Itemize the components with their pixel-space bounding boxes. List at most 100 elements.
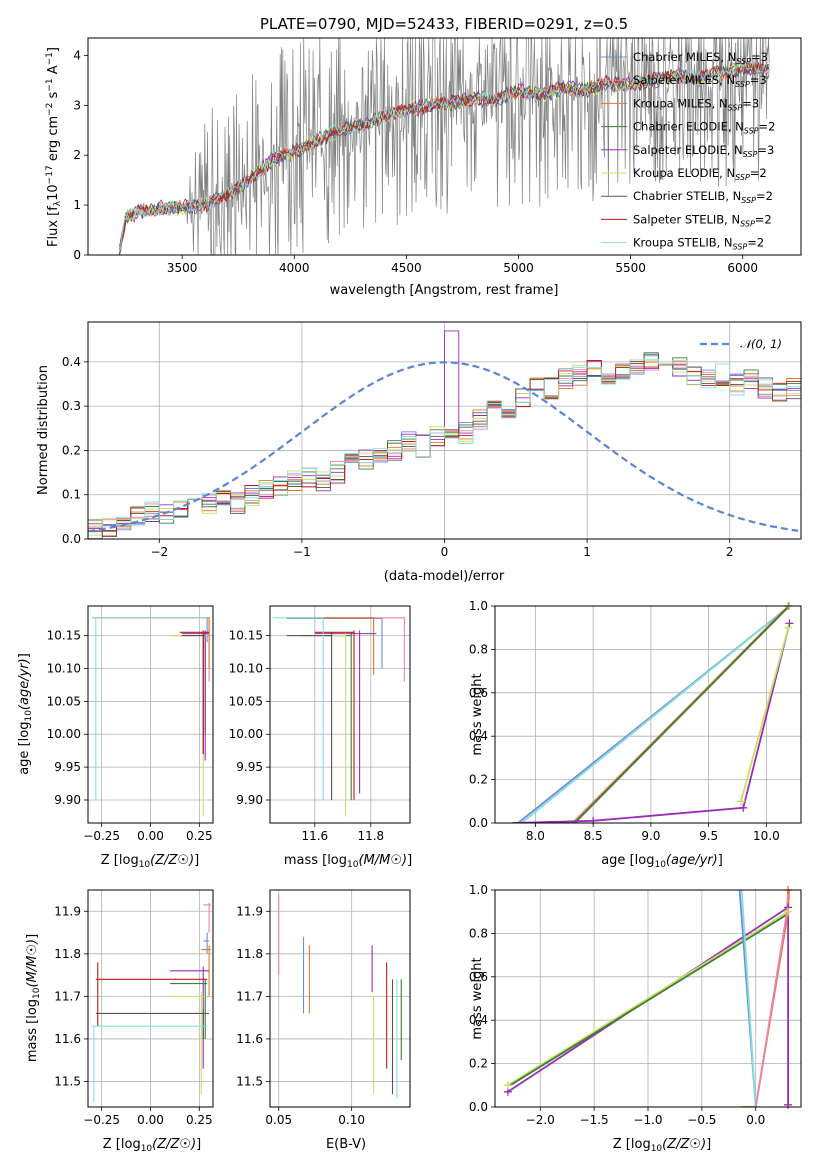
cumline-kroupa_elodie bbox=[740, 627, 790, 802]
hist-step-chabrier_stelib bbox=[88, 352, 801, 538]
age-z-x-label: Z [log10(Z/Z☉)] bbox=[101, 853, 199, 870]
x-tick-label: 10.0 bbox=[753, 829, 780, 843]
legend-label: Salpeter MILES, NSSP=3 bbox=[633, 73, 767, 89]
normal-legend-label: 𝒩(0, 1) bbox=[740, 337, 782, 351]
legend-label: Chabrier MILES, NSSP=3 bbox=[633, 50, 768, 66]
y-tick-label: 1.0 bbox=[469, 599, 488, 613]
hist-step-salpeter_miles bbox=[88, 361, 801, 529]
x-tick-label: 0.0 bbox=[746, 1113, 765, 1127]
mass-ebv-frame bbox=[269, 889, 411, 1108]
cumline-chabrier_elodie bbox=[574, 607, 788, 823]
y-tick-label: 0.0 bbox=[62, 532, 81, 546]
y-tick-label: 11.9 bbox=[54, 904, 81, 918]
y-tick-label: 0.2 bbox=[62, 443, 81, 457]
mass-z-y-label: mass [log10(M/M☉)] bbox=[25, 934, 42, 1062]
cumline-kroupa_stelib bbox=[740, 890, 757, 1107]
y-tick-label: 10.05 bbox=[47, 694, 81, 708]
x-tick-label: 5000 bbox=[503, 261, 534, 275]
y-tick-label: 0.6 bbox=[469, 970, 488, 984]
cw-age-y-label: mass weight bbox=[470, 673, 485, 755]
y-tick-label: 10.10 bbox=[229, 661, 263, 675]
mass-z-x-label: Z [log10(Z/Z☉)] bbox=[103, 1137, 201, 1154]
x-tick-label: 0.25 bbox=[186, 1113, 213, 1127]
cw-z-y-label: mass weight bbox=[470, 957, 485, 1039]
hist-step-kroupa_elodie bbox=[88, 360, 801, 536]
mass-z-frame bbox=[87, 889, 214, 1108]
hist-step-chabrier_elodie bbox=[88, 353, 801, 531]
mass-z-axes: −0.25 0.00 0.25 11.5 11.6 11.7 11.8 11.9 bbox=[54, 890, 213, 1127]
spectrum-frame bbox=[87, 37, 802, 256]
y-tick-label: 0.0 bbox=[469, 1100, 488, 1114]
spectrum-model-kroupa_stelib bbox=[119, 61, 770, 252]
cumline-kroupa_stelib bbox=[521, 606, 791, 823]
y-tick-label: 9.95 bbox=[54, 760, 81, 774]
y-tick-label: 0.4 bbox=[62, 355, 81, 369]
y-tick-label: 0.8 bbox=[469, 926, 488, 940]
y-tick-label: 0.2 bbox=[469, 773, 488, 787]
y-tick-label: 1 bbox=[73, 198, 81, 212]
cw-age-axes: 8.0 8.5 9.0 9.5 10.0 0.0 0.2 0.4 0.6 0.8 1.0 bbox=[469, 599, 801, 843]
hist-step-kroupa_stelib bbox=[88, 358, 801, 527]
x-tick-label: −1 bbox=[293, 545, 311, 559]
y-tick-label: 11.9 bbox=[236, 904, 263, 918]
x-tick-label: −2.0 bbox=[526, 1113, 555, 1127]
y-tick-label: 9.95 bbox=[236, 760, 263, 774]
marker-salpeter_elodie bbox=[784, 1100, 793, 1109]
legend-label: Kroupa STELIB, NSSP=2 bbox=[633, 236, 764, 252]
y-tick-label: 0.0 bbox=[469, 816, 488, 830]
legend-label: Kroupa ELODIE, NSSP=2 bbox=[633, 166, 767, 182]
marker-salpeter_elodie bbox=[739, 803, 748, 812]
y-tick-label: 3 bbox=[73, 98, 81, 112]
x-tick-label: −0.25 bbox=[83, 829, 120, 843]
legend-label: Kroupa MILES, NSSP=3 bbox=[633, 96, 759, 112]
y-tick-label: 0.3 bbox=[62, 399, 81, 413]
marker-kroupa_elodie bbox=[503, 1081, 512, 1090]
normal-curve-line bbox=[88, 361, 799, 533]
y-tick-label: 11.5 bbox=[236, 1074, 263, 1088]
age-mass-x-label: mass [log10(M/M☉)] bbox=[284, 853, 412, 870]
x-tick-label: 4000 bbox=[279, 261, 310, 275]
x-tick-label: 0 bbox=[441, 545, 449, 559]
y-tick-label: 11.5 bbox=[54, 1074, 81, 1088]
x-tick-label: −0.25 bbox=[83, 1113, 120, 1127]
y-tick-label: 0.4 bbox=[469, 729, 488, 743]
x-tick-label: 0.00 bbox=[137, 1113, 164, 1127]
x-tick-label: 11.6 bbox=[301, 829, 328, 843]
y-tick-label: 0.4 bbox=[469, 1013, 488, 1027]
marker-kroupa_elodie bbox=[784, 907, 793, 916]
y-tick-label: 11.7 bbox=[236, 989, 263, 1003]
spectrum-x-label: wavelength [Angstrom, rest frame] bbox=[330, 283, 559, 298]
hist-y-label: Normed distribution bbox=[36, 365, 51, 495]
hist-step-salpeter_stelib bbox=[88, 359, 801, 532]
mass-ebv-axes: 0.05 0.10 11.5 11.6 11.7 11.8 11.9 bbox=[236, 890, 410, 1127]
x-tick-label: 0.10 bbox=[338, 1113, 365, 1127]
cumline-salpeter_elodie bbox=[512, 623, 791, 823]
y-tick-label: 10.05 bbox=[229, 694, 263, 708]
y-tick-label: 0.1 bbox=[62, 488, 81, 502]
plots-layer: 3500 4000 4500 5000 5500 6000 0 1 2 3 4 Chabrier MI… bbox=[17, 37, 802, 1154]
x-tick-label: 0.25 bbox=[186, 829, 213, 843]
spectrum-model-salpeter_stelib bbox=[119, 62, 770, 250]
figure-title: PLATE=0790, MJD=52433, FIBERID=0291, z=0… bbox=[260, 15, 628, 33]
age-mass-frame bbox=[269, 605, 411, 824]
legend-label: Salpeter ELODIE, NSSP=3 bbox=[633, 143, 774, 159]
marker-kroupa_elodie bbox=[736, 797, 745, 806]
x-tick-label: −2 bbox=[150, 545, 168, 559]
x-tick-label: 0.05 bbox=[265, 1113, 292, 1127]
y-tick-label: 11.6 bbox=[236, 1032, 263, 1046]
spectrum-axes: 3500 4000 4500 5000 5500 6000 0 1 2 3 4 bbox=[73, 38, 770, 275]
cumline-chabrier_elodie bbox=[509, 913, 789, 1087]
x-tick-label: 8.0 bbox=[526, 829, 545, 843]
x-tick-label: 6000 bbox=[727, 261, 758, 275]
cumline-kroupa_elodie bbox=[507, 910, 789, 1087]
marker-salpeter_elodie bbox=[785, 619, 794, 628]
cw-z-x-label: Z [log10(Z/Z☉)] bbox=[613, 1137, 711, 1154]
hist-x-label: (data-model)/error bbox=[384, 569, 505, 584]
age-z-frame bbox=[87, 605, 214, 824]
y-tick-label: 11.8 bbox=[54, 947, 81, 961]
age-z-y-label: age [log10(age/yr)] bbox=[17, 653, 34, 775]
y-tick-label: 4 bbox=[73, 48, 81, 62]
y-tick-label: 0.6 bbox=[469, 686, 488, 700]
y-tick-label: 1.0 bbox=[469, 883, 488, 897]
